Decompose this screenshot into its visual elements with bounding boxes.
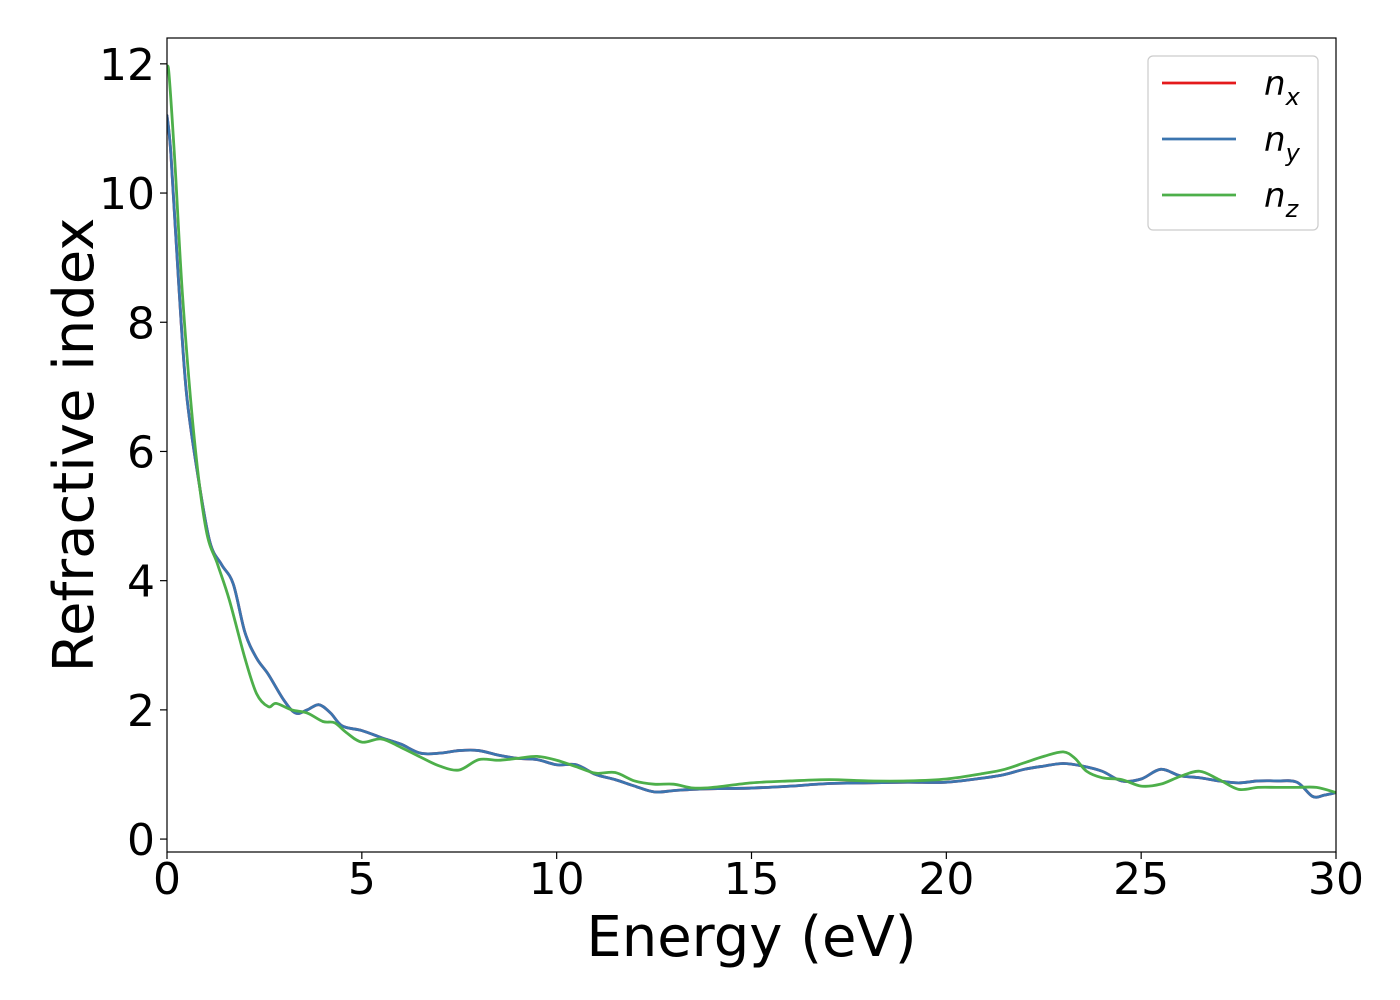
x-tick-label: 20 xyxy=(918,854,974,905)
legend-label-base: n xyxy=(1264,176,1286,216)
legend-label-base: n xyxy=(1264,64,1286,104)
series-layer xyxy=(167,64,1336,799)
y-tick-label: 2 xyxy=(127,686,155,737)
y-tick-label: 10 xyxy=(99,169,155,220)
legend-label-subscript: y xyxy=(1285,139,1301,167)
x-axis: 0 5 10 15 20 25 30 xyxy=(153,852,1364,905)
legend-label-subscript: z xyxy=(1285,195,1300,223)
x-tick-label: 25 xyxy=(1113,854,1169,905)
x-axis-label: Energy (eV) xyxy=(586,905,916,970)
legend-label-x: nx xyxy=(1264,64,1301,111)
y-axis-label: Refractive index xyxy=(42,218,107,673)
x-tick-label: 30 xyxy=(1308,854,1364,905)
legend-label-z: nz xyxy=(1264,176,1300,223)
x-tick-label: 15 xyxy=(724,854,780,905)
y-tick-label: 12 xyxy=(99,40,155,91)
series-line-y xyxy=(167,114,1336,799)
series-line-z xyxy=(167,64,1336,794)
x-tick-label: 0 xyxy=(153,854,181,905)
legend-label-subscript: x xyxy=(1285,83,1301,111)
y-tick-label: 6 xyxy=(127,427,155,478)
x-tick-label: 5 xyxy=(348,854,376,905)
x-tick-label: 10 xyxy=(529,854,585,905)
legend-box xyxy=(1147,55,1319,231)
y-tick-label: 4 xyxy=(127,557,155,608)
y-tick-label: 0 xyxy=(127,815,155,866)
y-axis: 0 2 4 6 8 10 12 xyxy=(99,40,167,866)
legend-label-base: n xyxy=(1264,120,1286,160)
legend-label-y: ny xyxy=(1264,120,1301,167)
y-tick-label: 8 xyxy=(127,298,155,349)
